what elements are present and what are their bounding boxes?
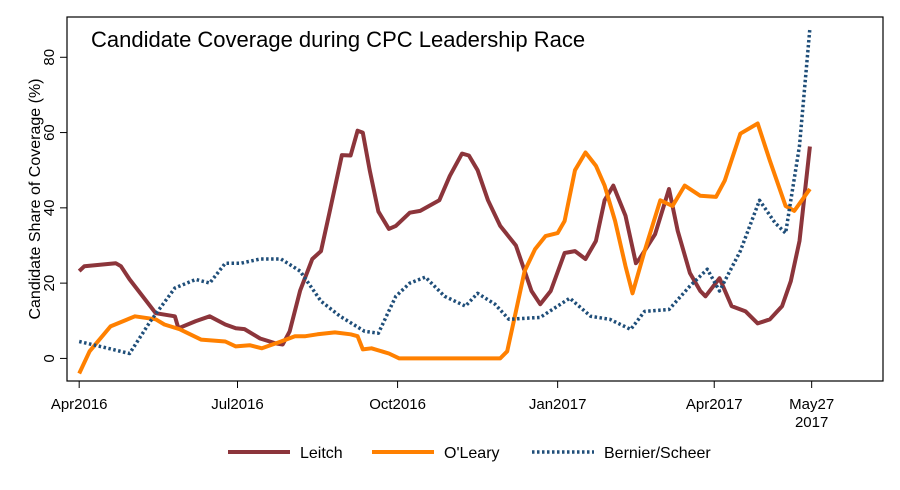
legend-label-bernier-scheer: Bernier/Scheer bbox=[604, 445, 711, 462]
y-tick-label: 0 bbox=[41, 354, 58, 362]
x-tick-label: Apr2017 bbox=[686, 396, 743, 413]
x-tick-label: 2017 bbox=[795, 414, 828, 431]
x-tick-label: Apr2016 bbox=[51, 396, 108, 413]
series-line-leitch bbox=[77, 128, 812, 347]
legend-label-o-leary: O'Leary bbox=[444, 445, 500, 462]
x-tick-label: Oct2016 bbox=[369, 396, 426, 413]
series-line-o-leary bbox=[77, 121, 812, 375]
y-tick-label: 20 bbox=[41, 275, 58, 292]
series-lines bbox=[77, 28, 812, 375]
y-tick-label: 80 bbox=[41, 49, 58, 66]
y-axis-title: Candidate Share of Coverage (%) bbox=[27, 78, 44, 319]
x-tick-label: May27 bbox=[789, 396, 834, 413]
y-tick-label: 60 bbox=[41, 124, 58, 141]
series-line-bernier-scheer bbox=[78, 28, 812, 356]
plot-frame bbox=[66, 16, 884, 382]
legend: Leitch O'Leary Bernier/Scheer bbox=[228, 445, 711, 462]
y-tick-label: 40 bbox=[41, 200, 58, 217]
x-tick-label: Jul2016 bbox=[211, 396, 264, 413]
legend-label-leitch: Leitch bbox=[300, 445, 343, 462]
chart-title: Candidate Coverage during CPC Leadership… bbox=[91, 27, 585, 52]
axes: Apr2016 Jul2016 Oct2016 Jan2017 Apr2017 May27… bbox=[41, 49, 834, 431]
x-tick-label: Jan2017 bbox=[529, 396, 587, 413]
